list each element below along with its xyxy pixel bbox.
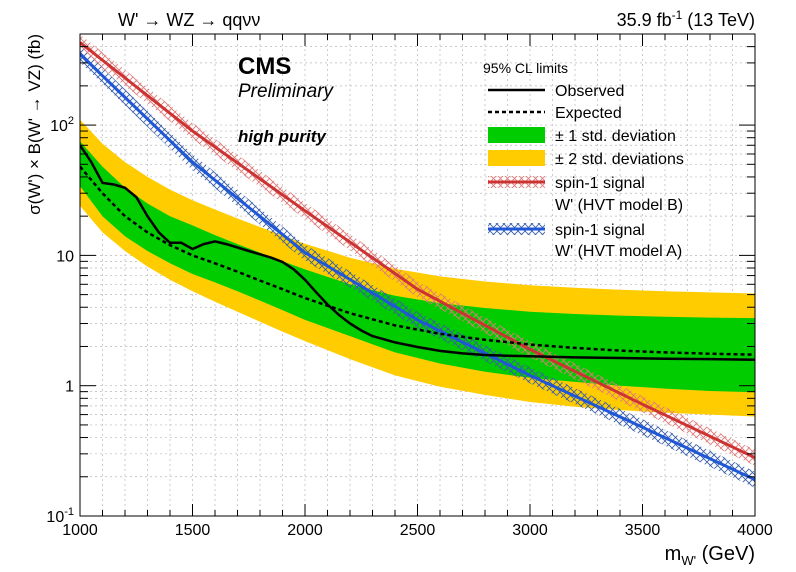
- uncertainty-bands: [80, 119, 755, 417]
- process-label: W' → WZ → qqνν: [118, 10, 260, 30]
- x-axis-title: mW' (GeV): [665, 543, 755, 568]
- y-tick-label: 102: [50, 115, 74, 135]
- legend-modelB-line1: spin-1 signal: [555, 175, 645, 192]
- legend-modelA-line1: spin-1 signal: [555, 222, 645, 239]
- legend-band2-label: ± 2 std. deviations: [555, 151, 684, 168]
- legend-band1-label: ± 1 std. deviation: [555, 128, 676, 145]
- cms-label: CMS: [238, 53, 291, 80]
- y-tick-label: 10: [56, 248, 74, 265]
- signal-modelB-hatch: [80, 34, 755, 466]
- observed-limit-line: [80, 144, 755, 362]
- x-tick-label: 2000: [287, 522, 323, 539]
- energy-label: (13 TeV): [687, 10, 755, 30]
- lumi-exponent: -1: [672, 8, 683, 22]
- x-tick-label: 3000: [512, 522, 548, 539]
- x-axis-title-main: m: [665, 543, 682, 565]
- lumi-value: 35.9 fb: [617, 10, 672, 30]
- x-tick-label: 1000: [62, 522, 98, 539]
- legend-modelA-line2: W' (HVT model A): [555, 243, 682, 260]
- preliminary-label: Preliminary: [238, 81, 335, 102]
- y-axis-title: σ(W') × B(W' → VZ) (fb): [25, 34, 44, 215]
- y-tick-label: 10-1: [46, 506, 74, 526]
- lumi-label: 35.9 fb-1 (13 TeV): [617, 8, 755, 30]
- limit-curves: [80, 144, 755, 362]
- signal-curves: [80, 34, 755, 488]
- signal-modelA-hatch: [80, 46, 755, 488]
- axes: 1000 1500 2000 2500 3000 3500 4000 10-1 1 10 102: [46, 33, 773, 539]
- band-1sigma: [80, 141, 755, 393]
- legend-title: 95% CL limits: [483, 60, 568, 76]
- x-tick-label: 1500: [175, 522, 211, 539]
- y-tick-label: 1: [65, 379, 74, 396]
- signal-modelB-line: [80, 41, 755, 460]
- legend-modelB-line2: W' (HVT model B): [555, 197, 683, 214]
- x-axis-title-sub: W': [681, 553, 696, 568]
- x-tick-label: 3500: [625, 522, 661, 539]
- legend-band1-swatch: [488, 127, 545, 143]
- x-tick-label: 2500: [400, 522, 436, 539]
- legend-band2-swatch: [488, 150, 545, 166]
- legend: 95% CL limits Observed Expected ± 1 std.…: [483, 60, 684, 260]
- signal-modelA-line: [80, 53, 755, 482]
- legend-expected-label: Expected: [555, 105, 622, 122]
- x-tick-label: 4000: [737, 522, 773, 539]
- category-label: high purity: [238, 127, 327, 146]
- x-axis-title-unit: (GeV): [696, 543, 755, 565]
- legend-observed-label: Observed: [555, 83, 624, 100]
